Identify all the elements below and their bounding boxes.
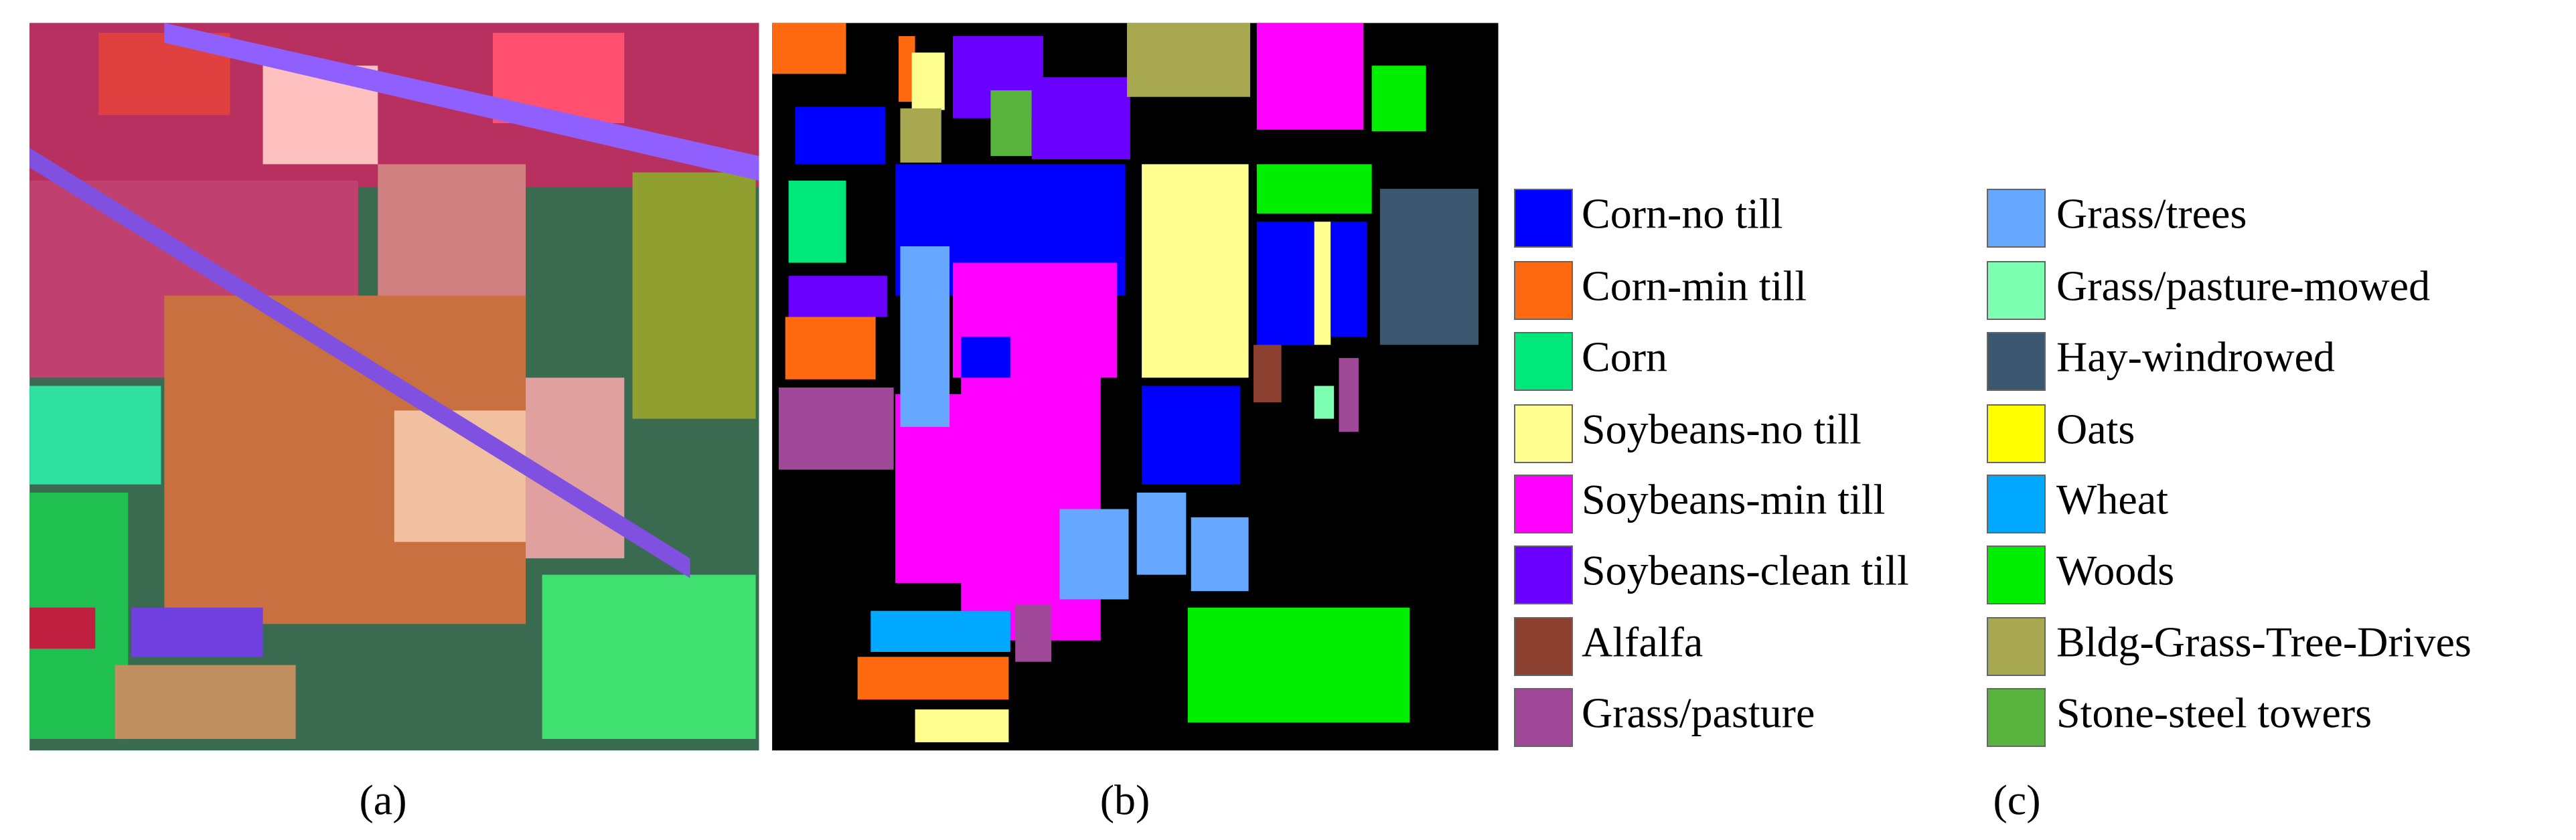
legend-label: Soybeans-min till [1582, 476, 1885, 523]
legend-label: Wheat [2056, 476, 2168, 523]
legend-swatch [1514, 189, 1573, 248]
map-region [1379, 189, 1479, 345]
legend-swatch [1514, 475, 1573, 533]
legend-swatch [1987, 617, 2046, 676]
false-color-image [29, 23, 759, 751]
map-region [857, 657, 1009, 700]
map-region [1191, 517, 1249, 592]
map-region [915, 709, 1009, 742]
map-region [1314, 222, 1331, 345]
map-region [870, 610, 1010, 652]
legend-label: Alfalfa [1582, 618, 1703, 666]
legend-label: Corn-min till [1582, 262, 1807, 310]
map-region [1331, 222, 1367, 337]
map-region [1339, 357, 1359, 432]
panel-caption: (b) [1100, 776, 1150, 824]
legend: Corn-no till Corn-min till Corn Soybeans-no… [1514, 189, 2472, 747]
map-region [1256, 222, 1314, 345]
map-region [788, 180, 846, 263]
captions: (a) (b) (c) [359, 776, 2040, 824]
legend-swatch [1514, 545, 1573, 604]
legend-label: Corn [1582, 333, 1667, 381]
legend-label: Stone-steel towers [2056, 689, 2372, 737]
map-region [1031, 77, 1130, 159]
panel-caption: (a) [359, 776, 406, 824]
ground-truth-map [772, 23, 1499, 751]
legend-swatch [1987, 189, 2046, 248]
map-region [795, 106, 886, 165]
map-region [1059, 509, 1129, 600]
map-region [788, 276, 887, 317]
legend-swatch [1987, 545, 2046, 604]
map-region [1256, 164, 1372, 214]
legend-swatch [1514, 617, 1573, 676]
map-region [1253, 345, 1282, 403]
legend-swatch [1514, 332, 1573, 391]
legend-swatch [1987, 261, 2046, 320]
legend-swatch [1514, 688, 1573, 747]
map-region [772, 23, 846, 74]
legend-label: Woods [2056, 547, 2174, 594]
map-region [1136, 493, 1187, 575]
map-region [1256, 23, 1364, 130]
legend-label: Soybeans-no till [1582, 406, 1862, 453]
map-region [778, 388, 894, 470]
legend-label: Grass/pasture-mowed [2056, 262, 2430, 310]
legend-label: Grass/pasture [1582, 689, 1815, 737]
map-region [1127, 23, 1251, 97]
legend-label: Corn-no till [1582, 190, 1783, 238]
panel-caption: (c) [1993, 776, 2040, 824]
legend-label: Grass/trees [2056, 190, 2247, 238]
legend-swatch [1987, 404, 2046, 463]
map-region [911, 52, 945, 110]
map-region [1314, 386, 1335, 419]
map-region [1187, 607, 1410, 723]
legend-swatch [1514, 404, 1573, 463]
legend-label: Oats [2056, 406, 2135, 453]
map-region [1371, 66, 1426, 132]
legend-swatch [1514, 261, 1573, 320]
map-region [961, 336, 1010, 378]
legend-label: Hay-windrowed [2056, 333, 2335, 381]
map-region [990, 90, 1032, 157]
legend-swatch [1987, 475, 2046, 533]
legend-label: Bldg-Grass-Tree-Drives [2056, 618, 2472, 666]
legend-label: Soybeans-clean till [1582, 547, 1909, 594]
legend-swatch [1987, 332, 2046, 391]
legend-swatch [1987, 688, 2046, 747]
map-region [1015, 604, 1052, 662]
map-region [900, 108, 941, 163]
map-region [900, 246, 950, 427]
map-region [1142, 164, 1249, 378]
map-region [785, 317, 876, 380]
map-region [1142, 386, 1241, 485]
